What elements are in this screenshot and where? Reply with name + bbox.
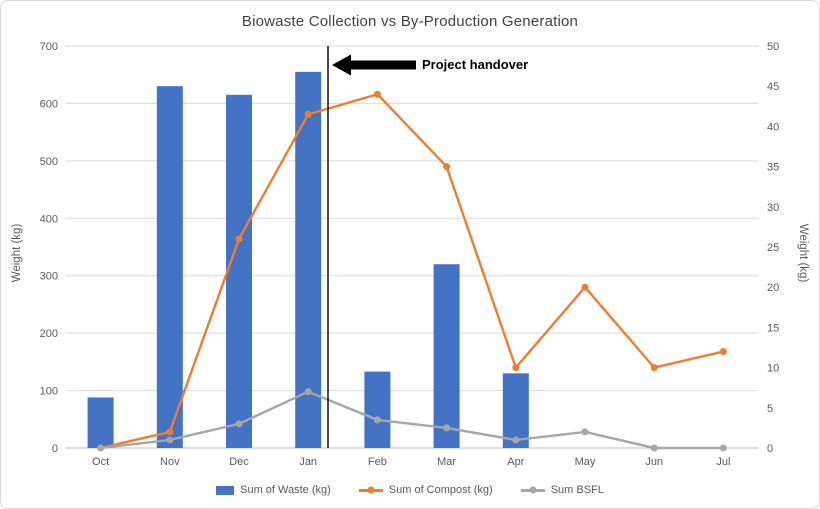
legend-label-waste: Sum of Waste (kg) [240, 484, 331, 496]
line-series [99, 390, 725, 450]
legend-item-waste: Sum of Waste (kg) [216, 484, 331, 496]
left-tick-label: 600 [40, 98, 58, 110]
right-tick-label: 25 [767, 242, 779, 254]
data-point [166, 436, 174, 444]
waste-swatch-icon [216, 485, 235, 495]
category-label: Mar [437, 456, 456, 468]
category-label: Oct [92, 456, 109, 468]
category-label: Nov [160, 456, 180, 468]
category-label: Jan [299, 456, 317, 468]
data-point [304, 388, 312, 396]
bar [87, 397, 114, 448]
right-tick-label: 35 [767, 162, 779, 174]
bar [156, 86, 183, 448]
left-tick-label: 100 [40, 386, 58, 398]
left-tick-label: 200 [40, 328, 58, 340]
left-tick-label: 400 [40, 213, 58, 225]
data-point [304, 110, 312, 118]
data-point [650, 444, 658, 452]
left-tick-label: 300 [40, 271, 58, 283]
category-label: Apr [507, 456, 524, 468]
right-tick-label: 45 [767, 81, 779, 93]
data-point [650, 364, 658, 372]
data-point [166, 428, 174, 436]
category-label: Feb [368, 456, 387, 468]
data-point [719, 444, 727, 452]
data-point [235, 420, 243, 428]
data-point [581, 428, 589, 436]
left-tick-label: 500 [40, 156, 58, 168]
legend-label-compost: Sum of Compost (kg) [388, 484, 493, 496]
right-tick-label: 40 [767, 121, 779, 133]
data-point [512, 436, 520, 444]
compost-swatch-icon [358, 486, 383, 494]
bar [502, 373, 529, 448]
category-label: Jul [716, 456, 730, 468]
left-tick-label: 0 [52, 443, 58, 455]
data-point [512, 364, 520, 372]
data-point [373, 416, 381, 424]
bar [226, 94, 252, 449]
data-point [443, 424, 451, 432]
right-tick-label: 50 [767, 41, 779, 53]
chart-title: Biowaste Collection vs By-Production Gen… [241, 13, 579, 30]
category-label: Dec [229, 456, 249, 468]
data-point [235, 235, 243, 243]
line-series [99, 93, 725, 450]
category-label: Jun [645, 456, 663, 468]
right-tick-label: 30 [767, 202, 779, 214]
right-tick-label: 20 [767, 282, 779, 294]
bar [364, 371, 391, 448]
data-point [97, 444, 105, 452]
data-point [719, 348, 727, 356]
bar [295, 71, 322, 448]
annotation-label: Project handover [422, 57, 529, 72]
legend-item-bsfl: Sum BSFL [520, 484, 604, 496]
arrow-left-icon [332, 54, 416, 76]
bsfl-swatch-icon [520, 486, 545, 494]
data-point [581, 283, 589, 291]
left-tick-label: 700 [40, 41, 58, 53]
data-point [373, 90, 381, 98]
right-tick-label: 15 [767, 322, 779, 334]
data-point [443, 163, 451, 171]
category-label: May [575, 456, 596, 468]
legend-label-bsfl: Sum BSFL [550, 484, 604, 496]
right-tick-label: 0 [767, 443, 773, 455]
legend: Sum of Waste (kg) Sum of Compost (kg) Su… [1, 484, 819, 496]
bar [433, 264, 460, 448]
right-tick-label: 10 [767, 363, 779, 375]
legend-item-compost: Sum of Compost (kg) [358, 484, 493, 496]
right-tick-label: 5 [767, 403, 773, 415]
